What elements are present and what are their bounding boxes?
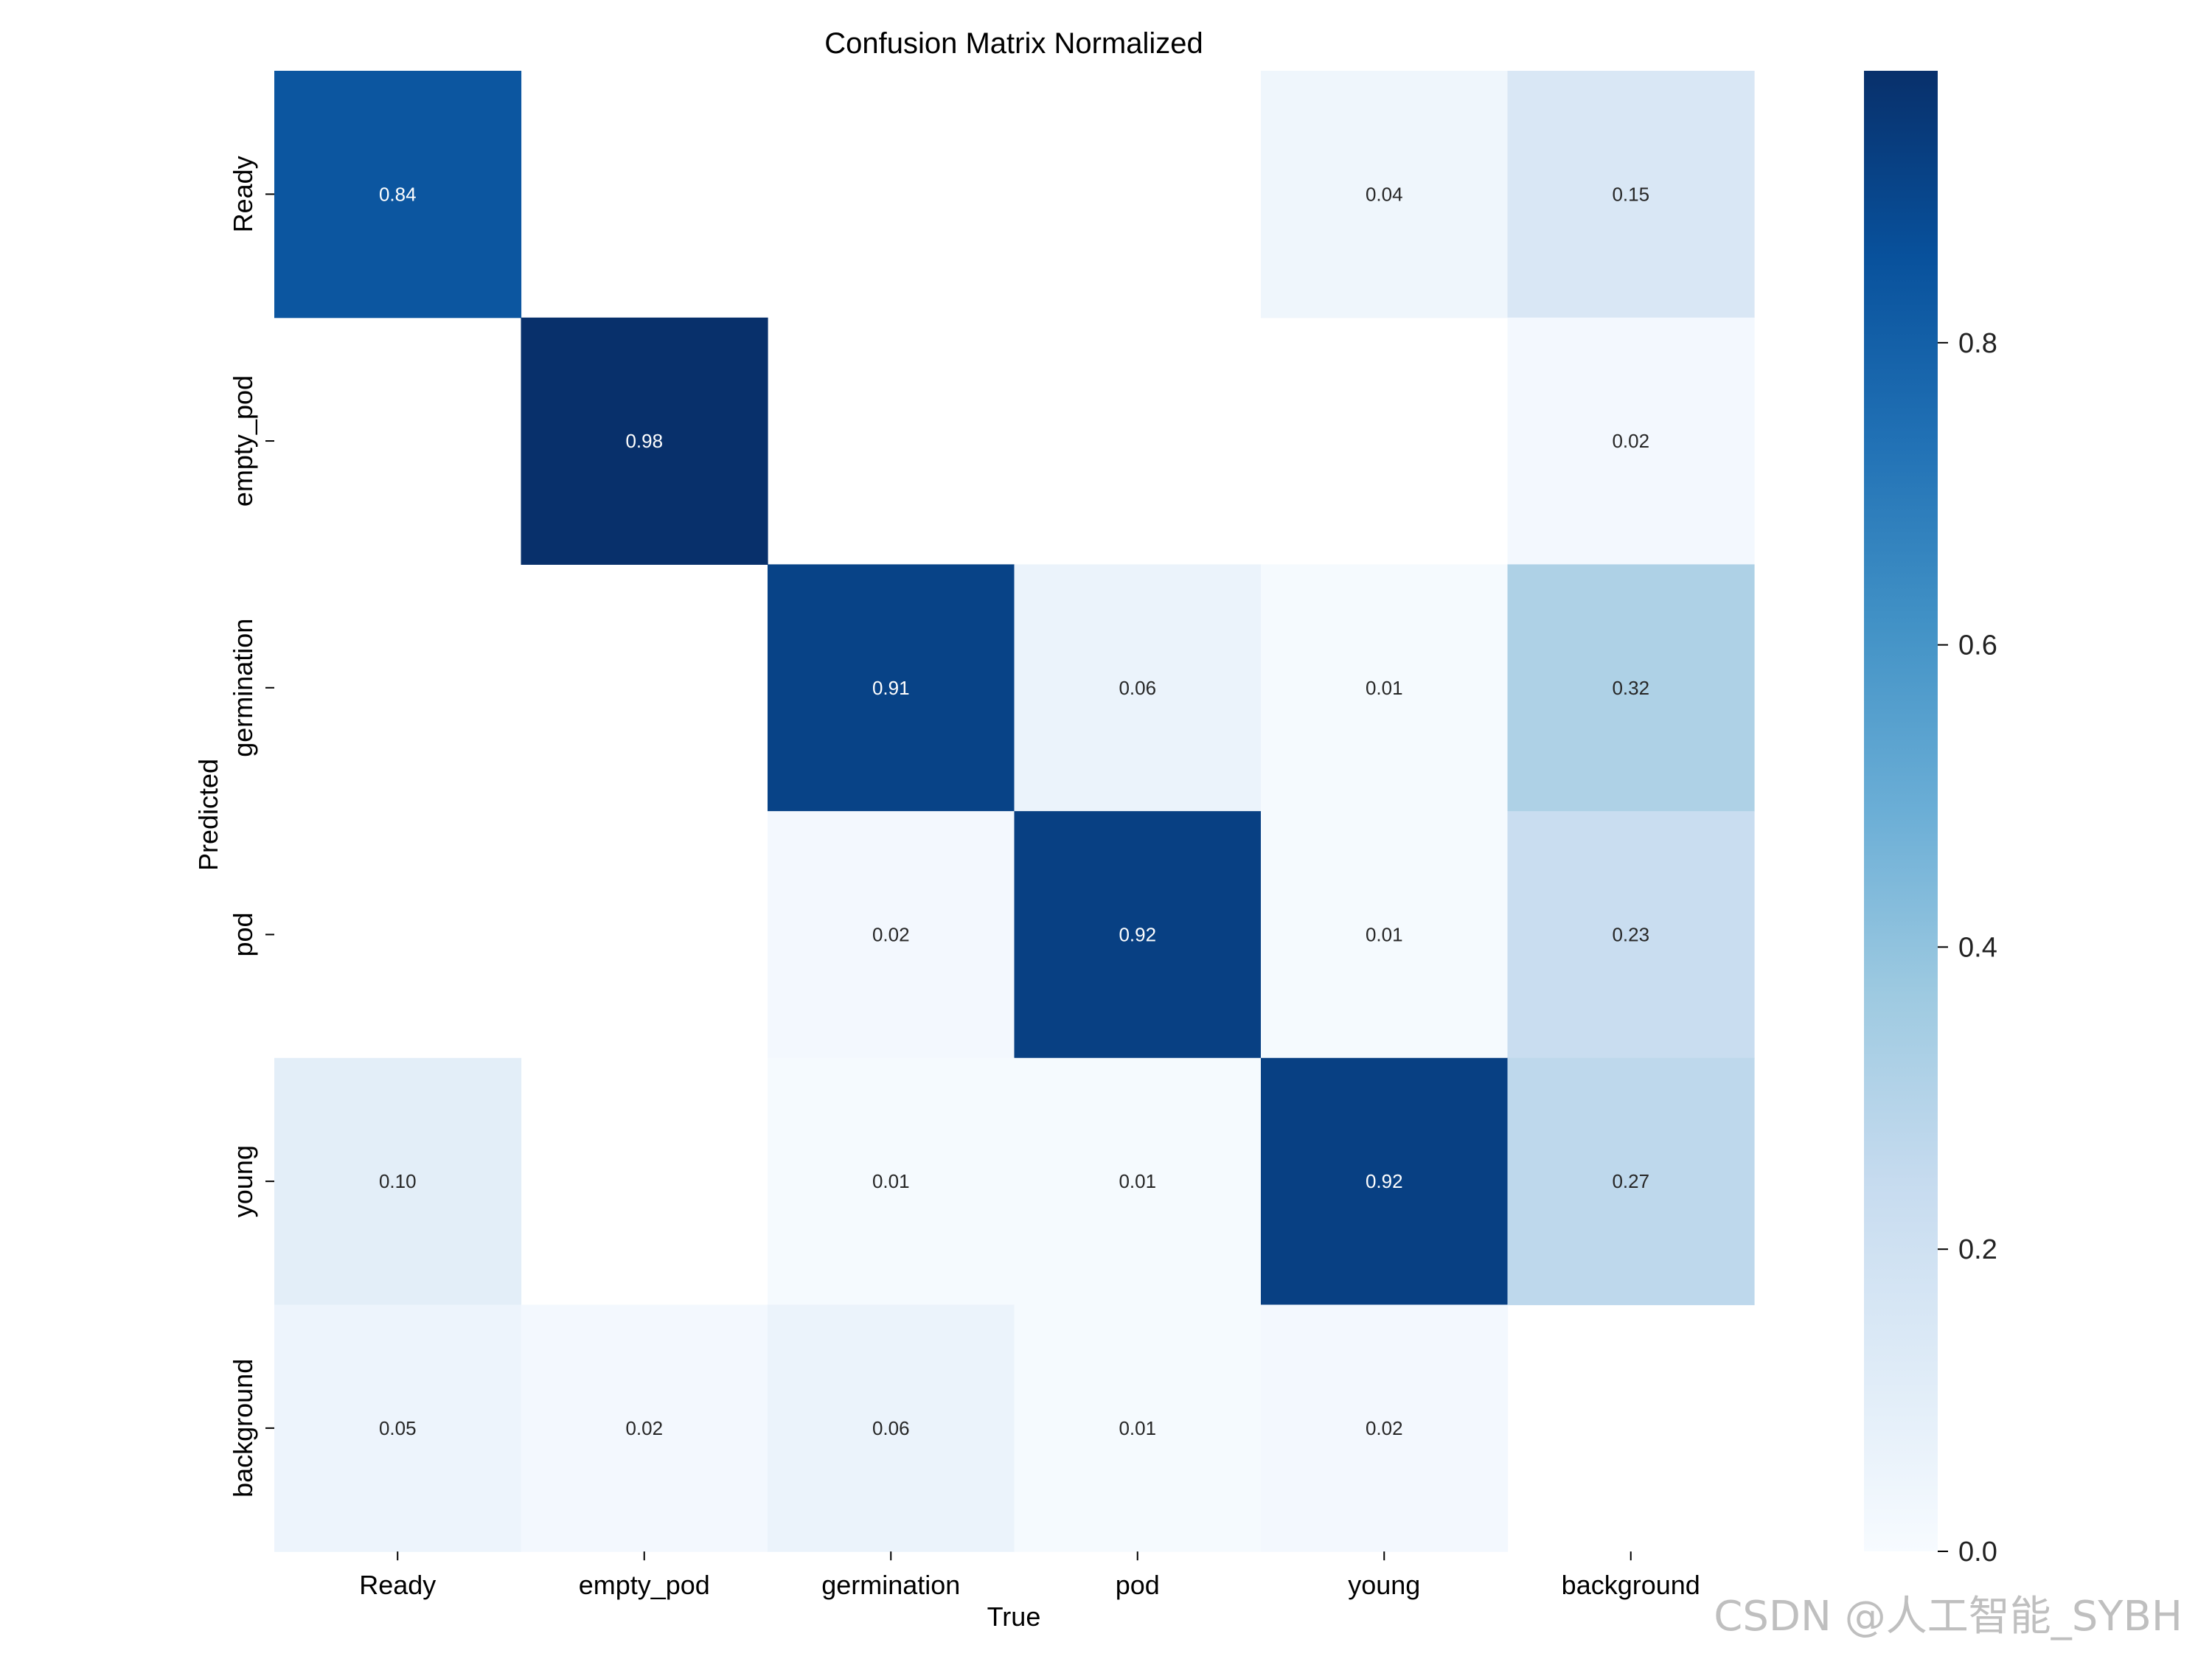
cell-value-label: 0.02 bbox=[1366, 1417, 1403, 1439]
heatmap-cell bbox=[274, 1057, 522, 1306]
watermark-text: CSDN @人工智能_SYBH bbox=[1714, 1593, 2183, 1641]
y-tick-label: Ready bbox=[228, 156, 258, 232]
x-axis-ticks: Ready empty_pod germination pod young backgro… bbox=[359, 1551, 1700, 1600]
heatmap-cell bbox=[768, 564, 1015, 812]
colorbar-tick-label: 0.2 bbox=[1958, 1234, 1997, 1265]
heatmap-cell bbox=[1507, 1057, 1755, 1306]
x-tick-label: Ready bbox=[359, 1570, 436, 1600]
colorbar-tick-label: 0.0 bbox=[1958, 1537, 1997, 1568]
y-tick-label: pod bbox=[228, 912, 258, 956]
cell-value-label: 0.06 bbox=[1119, 677, 1156, 699]
y-tick-label: germination bbox=[228, 619, 258, 757]
heatmap-cell bbox=[1014, 1304, 1262, 1552]
heatmap-cell bbox=[1507, 811, 1755, 1059]
y-axis-label: Predicted bbox=[193, 759, 223, 871]
colorbar-gradient bbox=[1864, 71, 1938, 1551]
heatmap-cell bbox=[1507, 564, 1755, 812]
heatmap-cell bbox=[768, 811, 1015, 1059]
heatmap-cell bbox=[1014, 564, 1262, 812]
cell-value-label: 0.27 bbox=[1612, 1170, 1649, 1192]
heatmap-cell bbox=[1261, 1057, 1509, 1306]
x-tick-label: background bbox=[1562, 1570, 1700, 1600]
cell-value-label: 0.91 bbox=[872, 677, 910, 699]
chart-title: Confusion Matrix Normalized bbox=[824, 27, 1203, 60]
cell-value-label: 0.01 bbox=[1366, 677, 1403, 699]
x-tick-label: empty_pod bbox=[579, 1570, 710, 1600]
y-axis-ticks: Ready empty_pod germination pod young backgro… bbox=[228, 156, 274, 1498]
x-tick-label: germination bbox=[821, 1570, 960, 1600]
colorbar-tick-label: 0.4 bbox=[1958, 932, 1997, 963]
heatmap-cell bbox=[1261, 71, 1509, 319]
heatmap-cell bbox=[521, 317, 768, 565]
x-tick-label: pod bbox=[1116, 1570, 1160, 1600]
x-axis-label: True bbox=[987, 1601, 1041, 1632]
cell-value-label: 0.92 bbox=[1366, 1170, 1403, 1192]
cell-value-label: 0.32 bbox=[1612, 677, 1649, 699]
heatmap-cell bbox=[1014, 811, 1262, 1059]
cell-value-label: 0.23 bbox=[1612, 923, 1649, 945]
heatmap-cell bbox=[274, 71, 522, 319]
heatmap-cell bbox=[768, 1304, 1015, 1552]
colorbar-tick-label: 0.8 bbox=[1958, 328, 1997, 359]
colorbar-tick-label: 0.6 bbox=[1958, 630, 1997, 661]
cell-value-label: 0.02 bbox=[1612, 430, 1649, 452]
heatmap-cell-labels: 0.84 0.04 0.15 0.98 0.02 0.91 0.06 0.01 0.32 0.02… bbox=[379, 183, 1649, 1439]
cell-value-label: 0.06 bbox=[872, 1417, 910, 1439]
cell-value-label: 0.01 bbox=[1119, 1417, 1156, 1439]
cell-value-label: 0.02 bbox=[872, 923, 910, 945]
cell-value-label: 0.04 bbox=[1366, 183, 1403, 205]
cell-value-label: 0.98 bbox=[625, 430, 663, 452]
cell-value-label: 0.10 bbox=[379, 1170, 417, 1192]
x-tick-label: young bbox=[1348, 1570, 1420, 1600]
cell-value-label: 0.05 bbox=[379, 1417, 417, 1439]
y-tick-label: background bbox=[228, 1359, 258, 1498]
heatmap-cell bbox=[521, 1304, 768, 1552]
heatmap-cells bbox=[274, 71, 1755, 1552]
heatmap-cell bbox=[1507, 71, 1755, 319]
heatmap-cell bbox=[768, 1057, 1015, 1306]
heatmap-cell bbox=[1261, 1304, 1509, 1552]
colorbar-ticks: 0.0 0.2 0.4 0.6 0.8 bbox=[1938, 328, 1997, 1568]
heatmap-cell bbox=[274, 1304, 522, 1552]
heatmap-cell bbox=[1014, 1057, 1262, 1306]
cell-value-label: 0.84 bbox=[379, 183, 417, 205]
cell-value-label: 0.15 bbox=[1612, 183, 1649, 205]
heatmap-cell bbox=[1261, 811, 1509, 1059]
y-tick-label: empty_pod bbox=[228, 375, 258, 507]
y-tick-label: young bbox=[228, 1145, 258, 1217]
heatmap-cell bbox=[1261, 564, 1509, 812]
cell-value-label: 0.01 bbox=[872, 1170, 910, 1192]
cell-value-label: 0.02 bbox=[625, 1417, 663, 1439]
cell-value-label: 0.92 bbox=[1119, 923, 1156, 945]
cell-value-label: 0.01 bbox=[1119, 1170, 1156, 1192]
cell-value-label: 0.01 bbox=[1366, 923, 1403, 945]
heatmap-cell bbox=[1507, 317, 1755, 565]
colorbar bbox=[1864, 71, 1938, 1551]
